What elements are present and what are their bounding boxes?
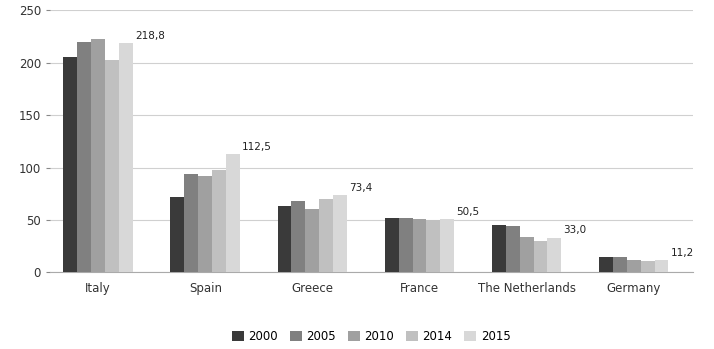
Bar [119, 43, 133, 272]
Bar [319, 199, 333, 272]
Bar [171, 197, 184, 272]
Bar [655, 260, 668, 272]
Text: 11,2: 11,2 [670, 248, 694, 258]
Text: 73,4: 73,4 [349, 183, 373, 193]
Bar [613, 257, 627, 272]
Bar [385, 218, 398, 272]
Bar [426, 220, 441, 272]
Bar [413, 219, 426, 272]
Bar [105, 60, 119, 272]
Bar [306, 209, 319, 272]
Bar [291, 201, 306, 272]
Bar [77, 42, 91, 272]
Bar [640, 261, 655, 272]
Bar [548, 238, 561, 272]
Bar [333, 195, 347, 272]
Bar [599, 257, 613, 272]
Bar [212, 170, 226, 272]
Bar [506, 226, 520, 272]
Bar [198, 176, 212, 272]
Text: 50,5: 50,5 [456, 207, 480, 217]
Bar [278, 206, 291, 272]
Bar [441, 220, 454, 272]
Legend: 2000, 2005, 2010, 2014, 2015: 2000, 2005, 2010, 2014, 2015 [227, 325, 516, 348]
Bar [398, 218, 413, 272]
Bar [91, 39, 105, 272]
Bar [492, 225, 506, 272]
Bar [520, 237, 533, 272]
Bar [226, 154, 240, 272]
Bar [533, 241, 548, 272]
Bar [64, 57, 77, 272]
Bar [184, 174, 198, 272]
Text: 218,8: 218,8 [135, 30, 165, 40]
Text: 33,0: 33,0 [563, 225, 587, 235]
Bar [627, 260, 640, 272]
Text: 112,5: 112,5 [242, 142, 272, 152]
